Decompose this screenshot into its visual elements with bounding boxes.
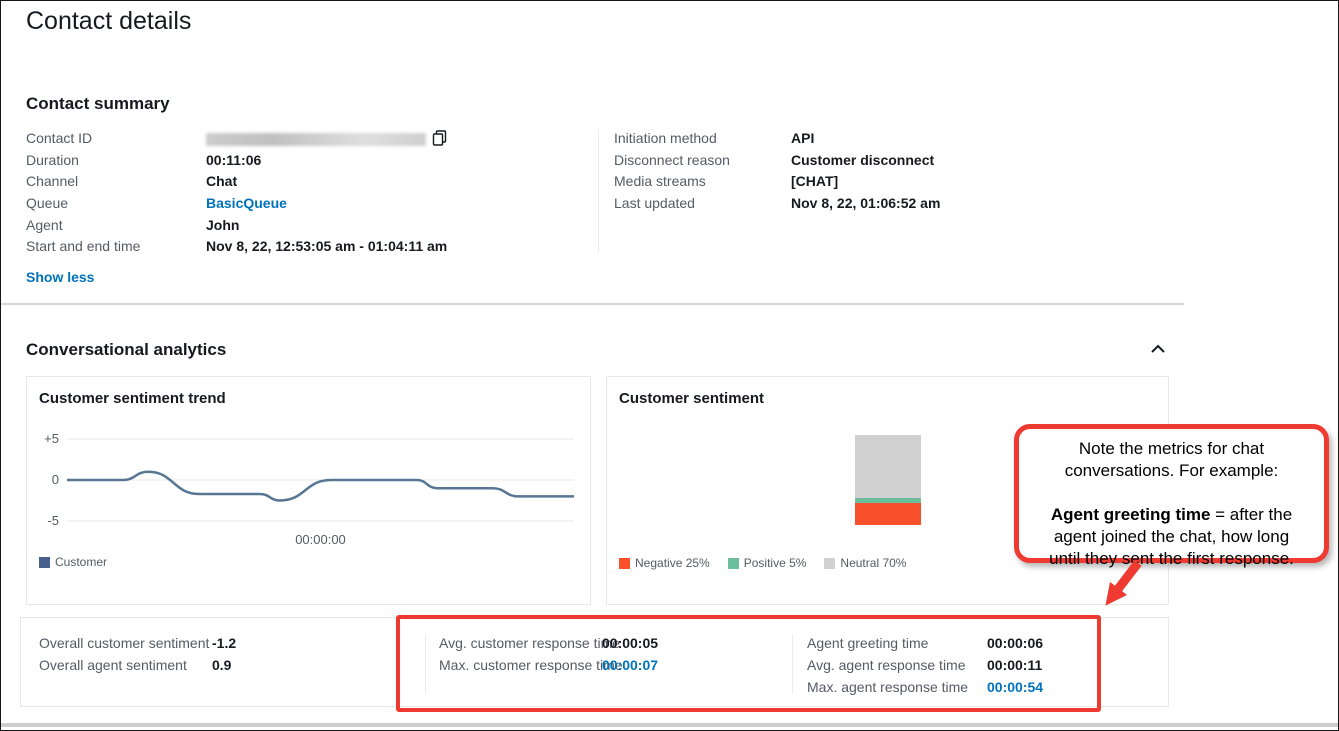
metric-row: Agent greeting time 00:00:06 xyxy=(807,635,1043,651)
field-row-last-updated: Last updated Nov 8, 22, 01:06:52 am xyxy=(614,195,940,211)
sentiment-panel-title: Customer sentiment xyxy=(619,390,765,407)
svg-text:+5: +5 xyxy=(44,431,59,446)
callout-bold-term: Agent greeting time xyxy=(1050,505,1211,525)
field-value: Customer disconnect xyxy=(791,152,935,168)
field-value: Chat xyxy=(206,173,238,189)
field-label: Last updated xyxy=(614,195,695,211)
field-row-agent: Agent John xyxy=(26,217,239,233)
max-customer-response-time-link[interactable]: 00:00:07 xyxy=(602,657,659,673)
negative-legend-swatch xyxy=(619,557,630,569)
contact-id-redacted-value xyxy=(206,133,426,146)
field-value: Nov 8, 22, 01:06:52 am xyxy=(791,195,941,211)
legend-item-neutral: Neutral 70% xyxy=(824,556,906,570)
field-label: Channel xyxy=(26,173,79,189)
max-agent-response-time-link[interactable]: 00:00:54 xyxy=(987,679,1044,695)
metric-label: Overall agent sentiment xyxy=(39,657,187,673)
page-title: Contact details xyxy=(26,7,192,35)
callout-paragraph-2: Agent greeting time = after the agent jo… xyxy=(1025,504,1318,570)
legend-item-positive: Positive 5% xyxy=(727,556,807,570)
sentiment-bar-segment-positive xyxy=(855,498,921,503)
trend-legend: Customer xyxy=(39,555,107,569)
annotation-callout: Note the metrics for chat conversations.… xyxy=(1014,424,1329,568)
svg-text:00:00:00: 00:00:00 xyxy=(295,532,346,547)
field-row-media-streams: Media streams [CHAT] xyxy=(614,173,838,189)
field-label: Queue xyxy=(26,195,69,211)
metric-label: Max. customer response time xyxy=(439,657,623,673)
metrics-column-divider xyxy=(792,634,793,694)
field-value: API xyxy=(791,130,815,146)
contact-summary-heading: Contact summary xyxy=(26,94,170,113)
field-value: [CHAT] xyxy=(791,173,839,189)
metric-label: Agent greeting time xyxy=(807,635,929,651)
metric-row: Avg. customer response time00:00:05 xyxy=(439,635,658,651)
metric-value: 00:00:11 xyxy=(987,657,1043,673)
legend-label: Neutral 70% xyxy=(840,556,907,570)
metric-label: Max. agent response time xyxy=(807,679,969,695)
metric-label: Avg. agent response time xyxy=(807,657,966,673)
metrics-column-divider xyxy=(425,634,426,694)
legend-label: Negative 25% xyxy=(635,556,710,570)
sentiment-legend: Negative 25% Positive 5% Neutral 70% xyxy=(619,556,906,570)
customer-legend-swatch xyxy=(39,556,50,568)
queue-link[interactable]: BasicQueue xyxy=(206,195,287,211)
field-row-start-end-time: Start and end time Nov 8, 22, 12:53:05 am… xyxy=(26,238,447,254)
field-row-contact-id: Contact ID xyxy=(26,130,447,149)
show-less-link[interactable]: Show less xyxy=(26,269,95,285)
legend-item-negative: Negative 25% xyxy=(619,556,710,570)
legend-label: Customer xyxy=(55,555,108,569)
trend-panel-title: Customer sentiment trend xyxy=(39,390,226,407)
metric-row: Max. customer response time00:00:07 xyxy=(439,657,658,673)
field-row-queue: Queue BasicQueue xyxy=(26,195,287,211)
callout-paragraph-2-rest: = after the agent joined the chat, how l… xyxy=(1049,505,1294,569)
sentiment-bar-segment-negative xyxy=(855,502,921,525)
annotation-arrow-icon xyxy=(1105,560,1142,606)
metric-row: Overall customer sentiment -1.2 xyxy=(39,635,236,651)
collapse-section-button[interactable] xyxy=(1149,342,1167,361)
field-value: John xyxy=(206,217,240,233)
svg-text:-5: -5 xyxy=(47,513,59,528)
metric-value: 00:00:06 xyxy=(987,635,1044,651)
field-label: Agent xyxy=(26,217,63,233)
section-divider xyxy=(1,303,1184,305)
field-row-channel: Channel Chat xyxy=(26,173,237,189)
legend-item-customer: Customer xyxy=(39,555,107,569)
metric-label: Avg. customer response time xyxy=(439,635,621,651)
conversational-analytics-heading: Conversational analytics xyxy=(26,340,227,359)
metric-value: -1.2 xyxy=(212,635,237,651)
sentiment-bar-segment-neutral xyxy=(855,435,921,498)
legend-label: Positive 5% xyxy=(743,556,807,570)
copy-contact-id-button[interactable] xyxy=(432,130,447,149)
field-row-initiation-method: Initiation method API xyxy=(614,130,814,146)
field-label: Media streams xyxy=(614,173,706,189)
sentiment-trend-chart: +5 0 -5 00:00:00 xyxy=(44,431,574,547)
metric-value: 0.9 xyxy=(212,657,232,673)
field-label: Disconnect reason xyxy=(614,152,730,168)
copy-icon xyxy=(432,130,447,146)
positive-legend-swatch xyxy=(727,557,739,569)
field-row-disconnect-reason: Disconnect reason Customer disconnect xyxy=(614,152,934,168)
callout-paragraph-1: Note the metrics for chat conversations.… xyxy=(1064,439,1279,481)
field-value: 00:11:06 xyxy=(206,152,262,168)
field-label: Start and end time xyxy=(26,238,141,254)
field-label: Duration xyxy=(26,152,79,168)
field-value: Nov 8, 22, 12:53:05 am - 01:04:11 am xyxy=(206,238,448,254)
metric-row: Max. agent response time 00:00:54 xyxy=(807,679,1043,695)
metric-row: Avg. agent response time 00:00:11 xyxy=(807,657,1042,673)
metric-row: Overall agent sentiment 0.9 xyxy=(39,657,231,673)
analytics-metrics-panel: Overall customer sentiment -1.2 Overall a… xyxy=(20,617,1169,707)
customer-sentiment-trend-panel: Customer sentiment trend +5 0 -5 00:00:00 C… xyxy=(26,376,591,605)
summary-column-divider xyxy=(598,129,599,253)
field-label: Initiation method xyxy=(614,130,717,146)
sentiment-stacked-bar xyxy=(855,435,921,525)
metric-label: Overall customer sentiment xyxy=(39,635,210,651)
field-label: Contact ID xyxy=(26,130,93,146)
field-row-duration: Duration 00:11:06 xyxy=(26,152,261,168)
bottom-section-divider xyxy=(1,723,1338,727)
neutral-legend-swatch xyxy=(824,557,836,569)
chevron-up-icon xyxy=(1151,344,1165,353)
svg-text:0: 0 xyxy=(52,472,59,487)
metric-value: 00:00:05 xyxy=(602,635,659,651)
